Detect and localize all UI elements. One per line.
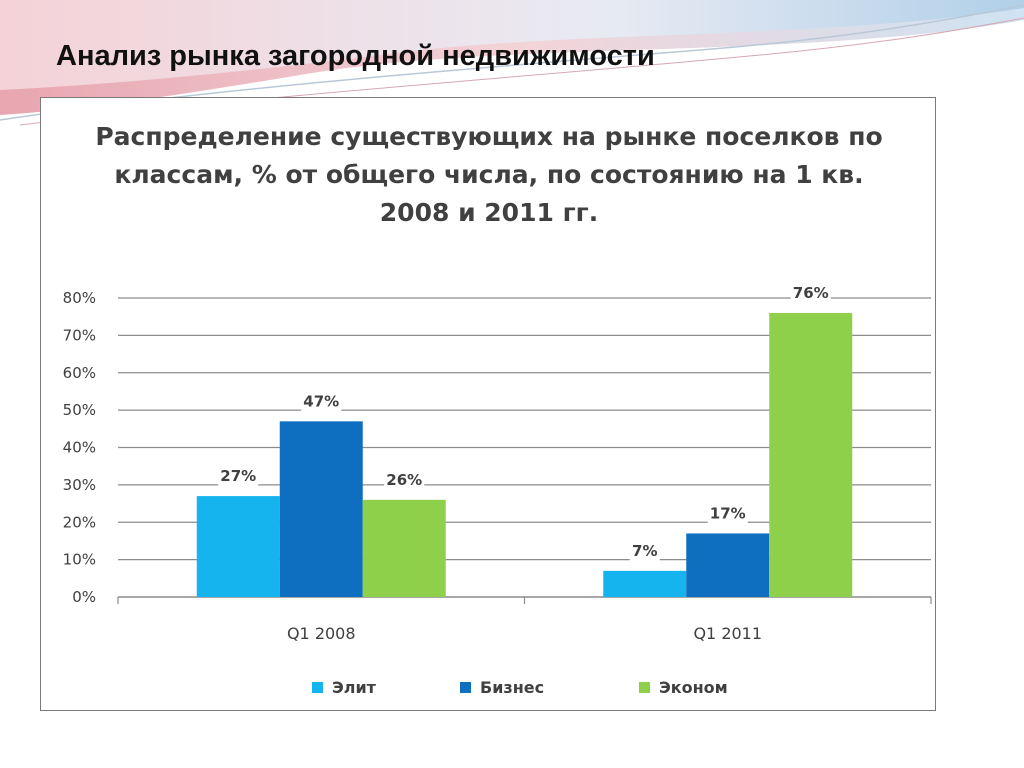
y-tick-label: 70% — [63, 326, 96, 344]
data-label-background — [790, 279, 831, 304]
y-tick-label: 60% — [63, 364, 96, 382]
data-label: 76% — [793, 284, 829, 302]
bar — [769, 312, 853, 597]
y-tick-label: 0% — [72, 588, 96, 606]
data-label-background — [629, 537, 660, 562]
legend-swatch — [460, 682, 471, 693]
legend-swatch — [639, 682, 650, 693]
data-label-background — [707, 500, 748, 525]
y-tick-label: 10% — [63, 551, 96, 569]
y-tick-label: 20% — [63, 513, 96, 531]
data-label: 17% — [710, 504, 746, 522]
chart-title: Распределение существующих на рынке посе… — [41, 118, 937, 232]
bar — [362, 499, 446, 597]
y-tick-label: 80% — [63, 289, 96, 307]
category-label: Q1 2008 — [287, 624, 356, 643]
legend-label: Эконом — [659, 678, 728, 697]
bar — [686, 533, 770, 597]
slide-title: Анализ рынка загородной недвижимости — [56, 40, 655, 72]
bar — [279, 421, 363, 597]
y-tick-label: 50% — [63, 401, 96, 419]
y-tick-label: 40% — [63, 439, 96, 457]
data-label-background — [218, 463, 259, 488]
data-label: 47% — [303, 392, 339, 410]
bar — [196, 496, 280, 597]
chart-container: Распределение существующих на рынке посе… — [40, 97, 936, 711]
y-tick-label: 30% — [63, 476, 96, 494]
category-label: Q1 2011 — [693, 624, 762, 643]
chart-title-line-2: классам, % от общего числа, по состоянию… — [114, 160, 864, 189]
legend-swatch — [312, 682, 323, 693]
data-label-background — [301, 388, 342, 413]
legend-label: Бизнес — [480, 678, 544, 697]
chart-title-line-3: 2008 и 2011 гг. — [379, 198, 599, 227]
data-label-background — [384, 466, 425, 491]
chart-title-line-1: Распределение существующих на рынке посе… — [95, 122, 883, 151]
data-label: 7% — [632, 542, 657, 560]
bar-chart-plot: 0% 10% 20% 30% 40% 50% 60% 70% 80% 27% 47% 26% Q1 20… — [63, 279, 932, 697]
data-label: 27% — [220, 467, 256, 485]
legend-label: Элит — [332, 678, 377, 697]
bar — [603, 570, 687, 597]
data-label: 26% — [386, 471, 422, 489]
